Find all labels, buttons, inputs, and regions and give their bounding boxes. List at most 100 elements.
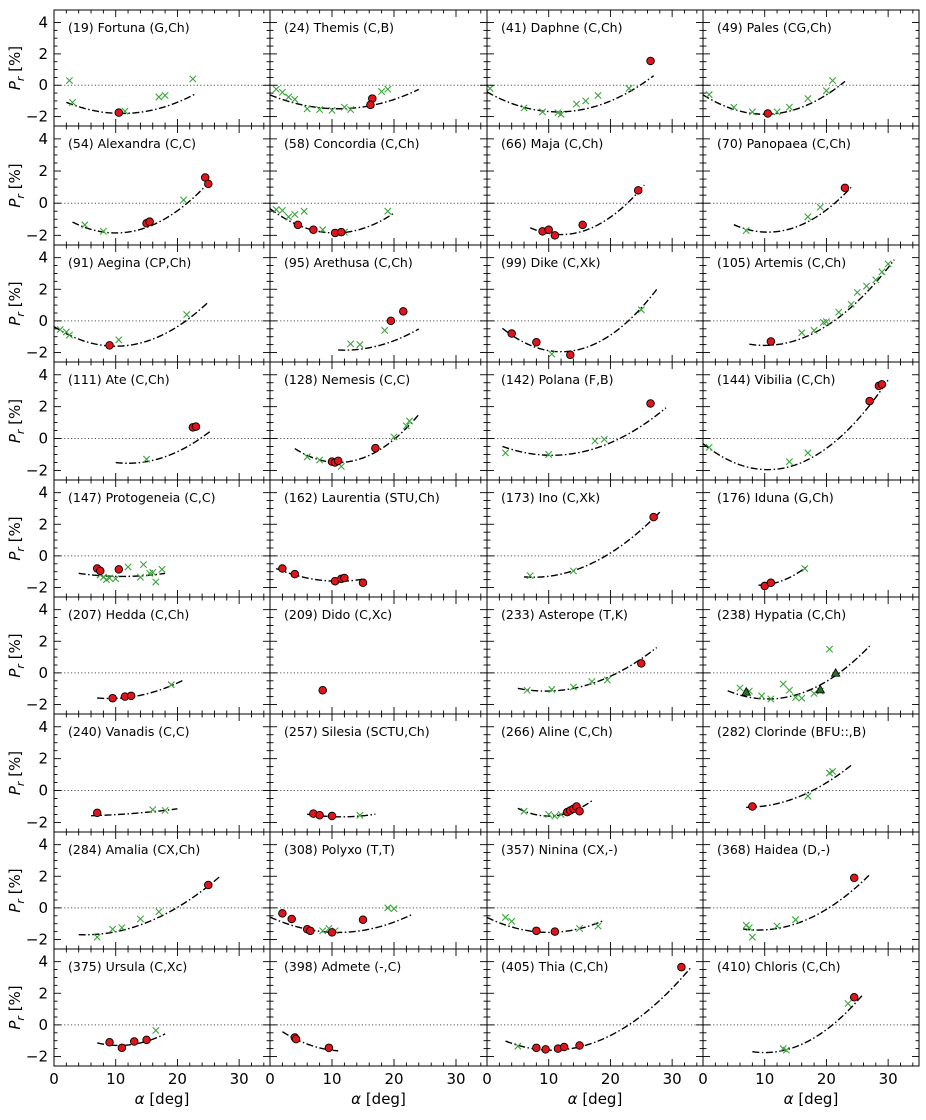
panel: (308) Polyxo (T,T) [269,831,488,950]
x-tick-label: 20 [817,1070,836,1088]
x-tick-label: 30 [446,1070,465,1088]
y-tick-label: 2 [38,750,48,768]
data-point [532,1043,541,1053]
panel-label: (176) Iduna (G,Ch) [717,490,834,505]
panel-plot-area [54,173,270,235]
data-point [358,915,368,925]
panel: (58) Concordia (C,Ch) [269,125,488,246]
fit-curve [115,429,212,464]
panel: (405) Thia (C,Ch) [486,948,704,1067]
cross-marker [742,226,750,235]
panel: (99) Dike (C,Xk) [486,244,704,363]
panel-label: (49) Pales (CG,Ch) [717,20,832,35]
cross-marker [65,76,74,85]
y-tick-label: 2 [38,515,48,533]
panel-plot-area [487,962,703,1054]
y-axis-symbol: P [6,785,24,795]
y-axis-label: Pr [%] [6,46,27,90]
panel-plot-area [270,1024,487,1053]
x-tick-label: 10 [322,1070,341,1088]
y-axis-symbol: P [6,668,24,678]
panel: (95) Arethusa (C,Ch) [269,244,488,363]
cross-marker [878,268,886,276]
panel-label: (308) Polyxo (T,T) [284,842,395,857]
y-axis-label: Pr [%] [6,751,27,795]
cross-marker [798,694,806,702]
panel-plot-area [703,764,919,811]
cross-marker [189,75,197,83]
panel: (111) Ate (C,Ch) [53,361,271,481]
panel: (142) Polana (F,B) [486,361,704,481]
panel-label: (257) Silesia (SCTU,Ch) [284,724,430,739]
cross-marker [390,905,398,913]
cross-marker [291,210,299,219]
cross-marker [291,95,299,103]
y-axis-subscript: r [14,780,27,786]
data-point [649,512,658,522]
panel-plot-area [487,289,703,360]
cross-marker [139,560,148,569]
cross-marker [705,443,713,451]
cross-marker [384,207,392,215]
panel: (176) Iduna (G,Ch) [702,479,920,598]
fit-curve [749,259,895,347]
y-tick-label: 4 [38,130,48,148]
x-tick-label: 0 [265,1070,275,1088]
y-axis-subscript: r [14,428,27,434]
cross-marker [155,93,163,101]
cross-marker [810,326,818,334]
fit-curve [743,874,871,931]
y-axis-symbol: P [6,80,24,90]
y-tick-label: 2 [38,984,48,1002]
data-point [340,573,349,583]
cross-marker [149,806,157,814]
panel-label: (95) Arethusa (C,Ch) [284,255,413,270]
y-tick-label: 4 [38,366,48,384]
cross-marker [829,76,837,85]
y-axis-subscript: r [14,1015,27,1021]
panel-plot-area [270,904,487,937]
panel-label: (209) Dido (C,Xc) [284,607,392,622]
fit-curve [752,993,864,1054]
cross-marker [316,456,324,464]
panel-plot-area [703,992,919,1054]
cross-marker [99,227,107,235]
fit-curve [270,913,413,934]
panel-plot-area [703,645,919,703]
panel: (238) Hypatia (C,Ch) [702,596,920,715]
cross-marker [402,422,410,430]
data-point [766,337,776,346]
fit-curve [338,328,420,351]
cross-marker [356,341,364,349]
panel-label: (162) Laurentia (STU,Ch) [284,490,440,505]
cross-marker [548,350,556,358]
data-point [204,880,213,890]
data-point [114,565,124,574]
cross-marker [569,683,577,691]
y-axis-symbol: P [6,316,24,326]
panel-label: (173) Ino (C,Xk) [501,490,600,505]
data-point [291,1034,301,1044]
panel: (128) Nemesis (C,C) [269,361,488,481]
panel-plot-area [270,414,487,471]
panel-plot-area [54,1024,270,1053]
y-axis-label: Pr [%] [6,281,27,325]
cross-marker [183,310,191,319]
x-tick-label: 30 [663,1070,682,1088]
data-point [142,1035,151,1045]
y-tick-label: 4 [38,953,48,971]
y-axis-unit: [%] [6,399,24,430]
cross-marker [378,87,386,96]
cross-marker [791,693,800,701]
cross-marker [773,922,781,930]
panel-plot-area [487,511,703,580]
y-axis-unit: [%] [6,868,24,899]
cross-marker [804,213,812,221]
data-point [766,578,776,588]
y-tick-label: 0 [38,312,48,330]
cross-marker [603,676,611,684]
panel: (162) Laurentia (STU,Ch) [269,479,488,598]
cross-marker [65,331,74,339]
x-axis-label: α [deg] [784,1090,839,1108]
